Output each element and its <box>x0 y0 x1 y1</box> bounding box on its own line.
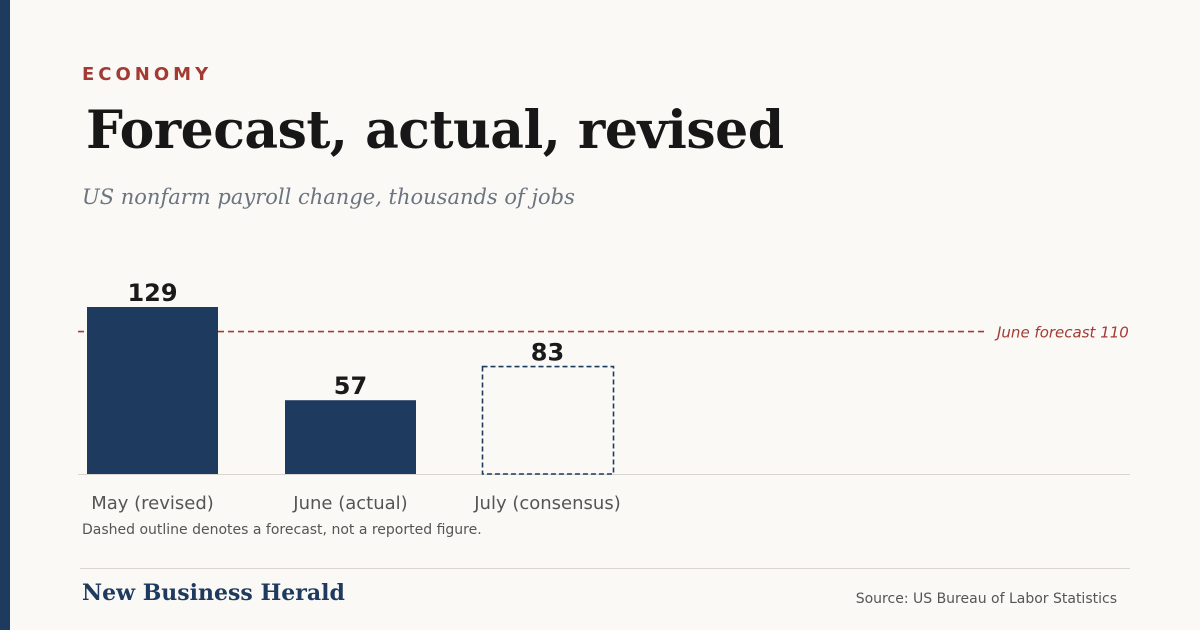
bar-value-label: 129 <box>127 279 177 307</box>
forecast-reference-label: June forecast 110 <box>994 324 1129 342</box>
x-tick-label: May (revised) <box>91 493 214 514</box>
bar-value-label: 83 <box>531 339 564 367</box>
footer-divider <box>80 568 1130 569</box>
publication-logo: New Business Herald <box>82 580 345 606</box>
section-kicker: ECONOMY <box>82 64 213 85</box>
chart-subtitle: US nonfarm payroll change, thousands of … <box>82 185 575 209</box>
chart-title: Forecast, actual, revised <box>86 100 784 161</box>
bar-value-label: 57 <box>334 372 367 400</box>
x-tick-label: June (actual) <box>292 493 407 514</box>
bar <box>285 400 416 474</box>
chart-footnote: Dashed outline denotes a forecast, not a… <box>82 522 482 538</box>
source-credit: Source: US Bureau of Labor Statistics <box>855 591 1117 607</box>
bar-forecast <box>481 365 615 475</box>
accent-rule <box>0 0 10 630</box>
x-tick-label: July (consensus) <box>473 493 620 514</box>
bar <box>87 307 218 474</box>
